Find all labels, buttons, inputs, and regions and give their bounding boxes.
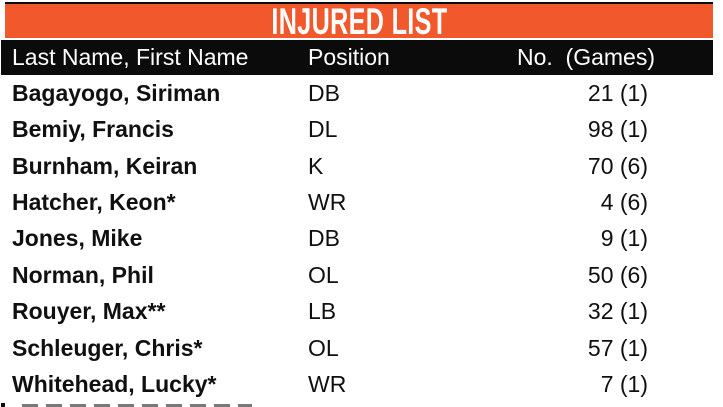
position-cell: K: [308, 152, 324, 179]
position-cell: WR: [308, 371, 347, 398]
position-cell: OL: [308, 261, 339, 288]
page-title: INJURED LIST: [270, 0, 448, 42]
player-name-cell: Bagayogo, Siriman: [12, 79, 221, 106]
table-row: Bagayogo, Siriman DB 21 (1): [1, 75, 713, 112]
player-name-cell: Jones, Mike: [12, 225, 143, 252]
table-header-row: Last Name, First Name Position No. (Game…: [1, 40, 713, 75]
column-header-games: No. (Games): [516, 44, 655, 70]
column-header-position: Position: [308, 44, 390, 70]
number-games-cell: 50 (6): [587, 261, 648, 288]
table-row: Schleuger, Chris* OL 57 (1): [1, 330, 713, 367]
column-header-name: Last Name, First Name: [12, 44, 249, 70]
number-games-cell: 57 (1): [587, 334, 648, 361]
position-cell: DL: [308, 116, 338, 143]
player-name-cell: Rouyer, Max**: [12, 298, 166, 325]
injured-table-body: Bagayogo, Siriman DB 21 (1) Bemiy, Franc…: [1, 75, 713, 403]
table-row: Burnham, Keiran K 70 (6): [1, 147, 713, 185]
player-name-cell: Norman, Phil: [12, 261, 154, 288]
position-cell: OL: [308, 334, 339, 361]
number-games-cell: 9 (1): [600, 225, 648, 252]
table-row: Bemiy, Francis DL 98 (1): [1, 111, 713, 148]
position-cell: DB: [308, 79, 340, 106]
player-name-cell: Whitehead, Lucky*: [12, 371, 217, 398]
player-name-cell: Bemiy, Francis: [12, 116, 174, 143]
cropped-next-element-artifact: [22, 404, 252, 407]
title-band: INJURED LIST: [5, 0, 713, 42]
position-cell: DB: [308, 225, 340, 252]
player-name-cell: Burnham, Keiran: [12, 152, 198, 179]
player-name-cell: Schleuger, Chris*: [12, 334, 203, 361]
table-row: Jones, Mike DB 9 (1): [1, 220, 713, 258]
number-games-cell: 4 (6): [600, 189, 648, 216]
player-name-cell: Hatcher, Keon*: [12, 189, 176, 216]
number-games-cell: 70 (6): [587, 152, 648, 179]
table-row: Rouyer, Max** LB 32 (1): [1, 293, 713, 331]
table-row: Hatcher, Keon* WR 4 (6): [1, 184, 713, 221]
position-cell: WR: [308, 189, 347, 216]
number-games-cell: 98 (1): [587, 116, 648, 143]
table-row: Whitehead, Lucky* WR 7 (1): [1, 366, 713, 403]
number-games-cell: 21 (1): [587, 79, 648, 106]
position-cell: LB: [308, 298, 337, 325]
table-row: Norman, Phil OL 50 (6): [1, 257, 713, 294]
number-games-cell: 7 (1): [600, 371, 648, 398]
number-games-cell: 32 (1): [587, 298, 648, 325]
